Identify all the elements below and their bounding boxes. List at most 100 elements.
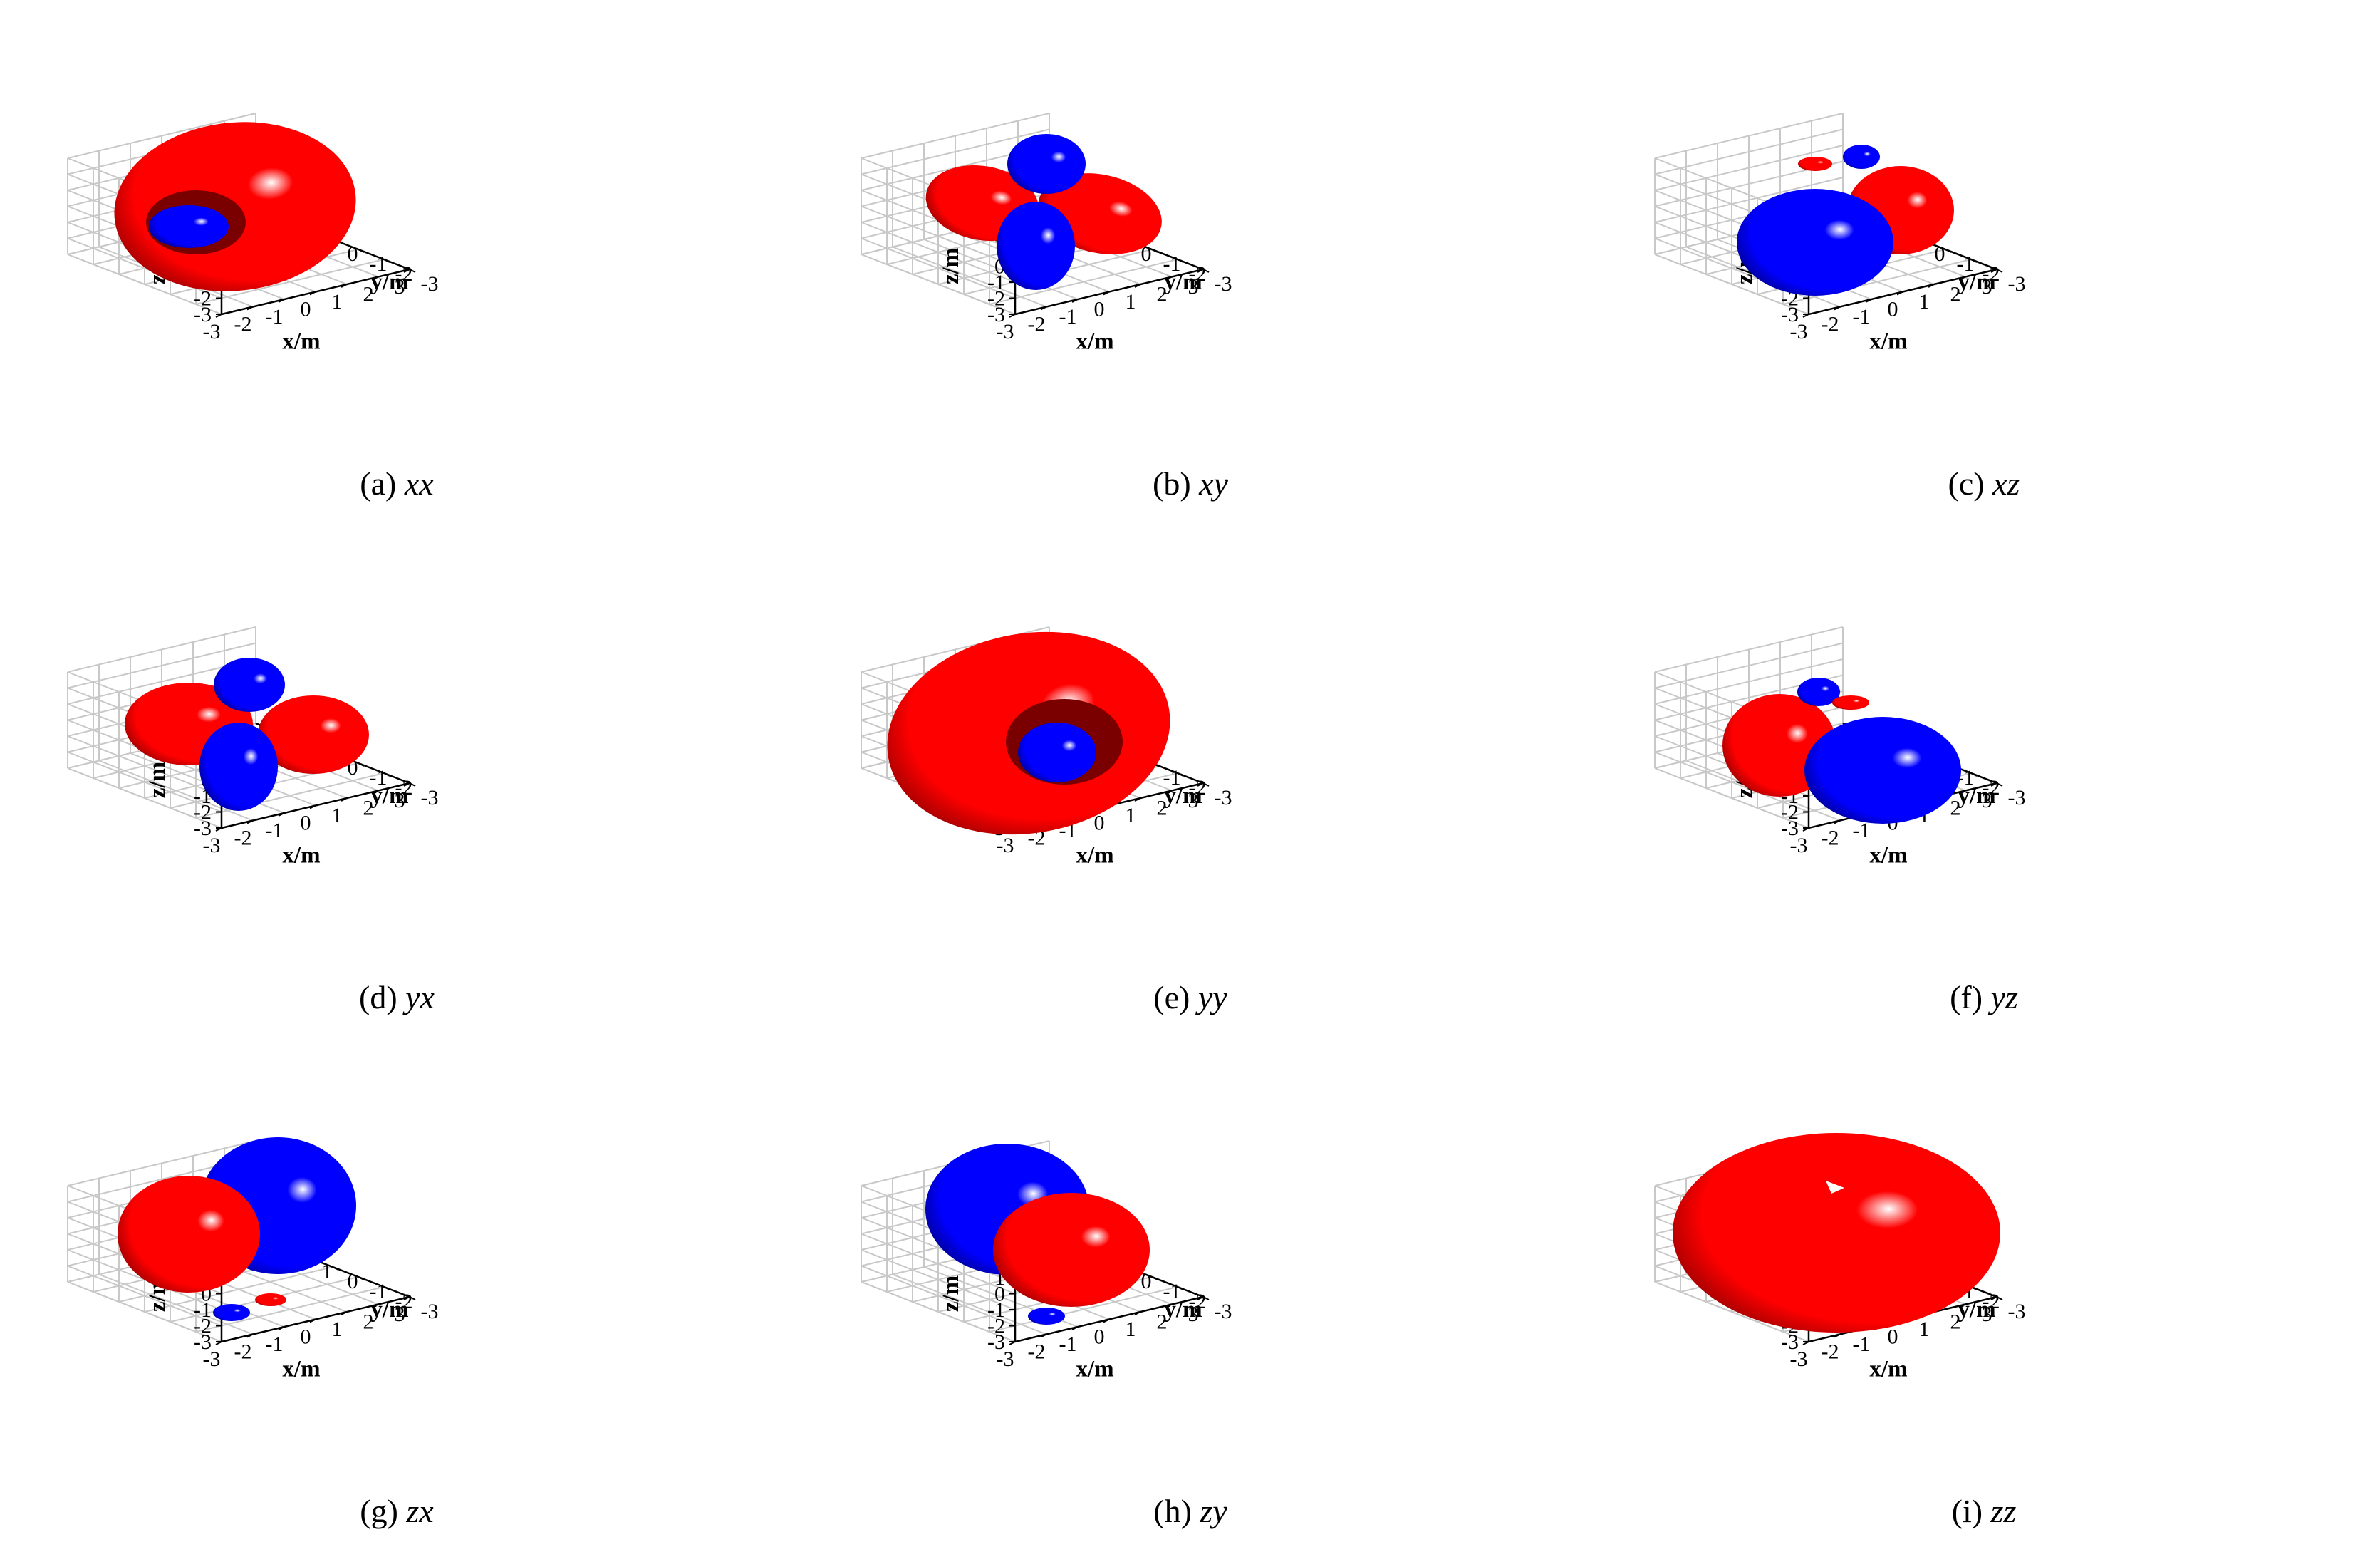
caption-component: xz — [1992, 465, 2020, 502]
caption-tag: (g) — [360, 1493, 398, 1529]
x-tick-label: 3 — [1188, 275, 1199, 299]
positive-torus — [1673, 1133, 2000, 1333]
y-tick-label: -3 — [2008, 786, 2026, 809]
x-tick-label: 0 — [301, 1325, 311, 1349]
x-tick-label: 3 — [395, 1303, 405, 1326]
y-tick-label: -3 — [421, 272, 439, 296]
x-tick-label: 2 — [363, 797, 374, 820]
y-axis-label: y/m — [1164, 269, 1202, 295]
x-tick-label: -3 — [203, 1347, 221, 1371]
z-tick-label: -3 — [987, 1330, 1005, 1354]
y-axis-label: y/m — [1958, 783, 1995, 809]
radiation-pattern-zy — [925, 1144, 1150, 1325]
radiation-pattern-yx — [125, 658, 369, 811]
x-tick-label: 0 — [1094, 298, 1105, 321]
x-tick-label: -3 — [997, 834, 1014, 857]
x-tick-label: -3 — [1790, 834, 1808, 857]
x-tick-label: 2 — [363, 1310, 374, 1334]
y-axis-label: y/m — [370, 269, 408, 295]
x-tick-label: 1 — [1126, 804, 1136, 827]
x-tick-label: 0 — [1094, 1325, 1105, 1349]
positive-lobe-small — [1798, 157, 1832, 171]
z-tick-label: -2 — [194, 801, 212, 824]
y-tick-label: 0 — [1141, 242, 1152, 266]
z-tick-label: -3 — [1781, 1330, 1799, 1354]
z-tick-label: -3 — [1781, 817, 1799, 840]
caption-component: yx — [405, 979, 435, 1015]
x-axis-label: x/m — [282, 843, 320, 869]
x-tick-label: -1 — [266, 819, 284, 842]
x-tick-label: -3 — [1790, 1347, 1808, 1371]
z-tick-label: -2 — [987, 1315, 1005, 1338]
negative-lobe-top — [1007, 134, 1086, 194]
x-tick-label: -3 — [997, 1347, 1014, 1371]
positive-lobe-small — [1832, 695, 1869, 710]
caption-tag: (i) — [1951, 1493, 1983, 1529]
y-tick-label: 0 — [348, 242, 358, 266]
subplot-yy: -3-2-10123-3-2-10123-3-2-10123x/my/mz/m(… — [794, 514, 1587, 1028]
subplot-caption: (e) yy — [794, 978, 1587, 1016]
y-tick-label: -1 — [1163, 766, 1181, 790]
x-tick-label: 0 — [1094, 812, 1105, 835]
y-tick-label: -2 — [1983, 1290, 2000, 1313]
caption-tag: (d) — [359, 979, 397, 1015]
subplot-xy: -3-2-10123-3-2-10123-3-2-10123x/my/mz/m(… — [794, 0, 1587, 514]
z-axis-label: z/m — [938, 248, 964, 284]
y-tick-label: -2 — [1189, 262, 1207, 286]
x-tick-label: 1 — [332, 804, 343, 827]
y-tick-label: 1 — [322, 1260, 333, 1283]
z-tick-label: 0 — [994, 1283, 1005, 1306]
y-axis-label: y/m — [370, 1297, 408, 1323]
y-axis-label: y/m — [1958, 269, 1995, 295]
y-tick-label: -3 — [1215, 786, 1232, 809]
y-axis-label: y/m — [1164, 783, 1202, 809]
y-tick-label: -2 — [395, 776, 413, 800]
radiation-pattern-yy — [887, 631, 1170, 835]
x-tick-label: 1 — [332, 1318, 343, 1341]
x-axis-label: x/m — [282, 1357, 320, 1382]
x-tick-label: 3 — [395, 789, 405, 812]
x-tick-label: 3 — [1188, 1303, 1199, 1326]
x-axis-label: x/m — [1869, 843, 1907, 869]
x-tick-label: 3 — [1982, 275, 1992, 299]
caption-component: zy — [1200, 1493, 1227, 1529]
caption-tag: (c) — [1948, 465, 1985, 502]
x-tick-label: 2 — [1950, 283, 1961, 306]
negative-lobe-small — [213, 1304, 250, 1321]
x-axis-label: x/m — [282, 329, 320, 355]
x-tick-label: -1 — [1853, 305, 1871, 328]
y-tick-label: -2 — [1189, 776, 1207, 800]
y-tick-label: -1 — [1957, 252, 1975, 276]
y-tick-label: 0 — [1141, 1270, 1152, 1293]
subplot-yx: -3-2-10123-3-2-10123-3-2-10123x/my/mz/m(… — [0, 514, 794, 1028]
z-tick-label: -3 — [194, 303, 212, 326]
z-axis-label: z/m — [145, 762, 170, 798]
x-tick-label: -1 — [266, 1333, 284, 1356]
y-tick-label: 0 — [348, 1270, 358, 1293]
x-tick-label: 2 — [1950, 797, 1961, 820]
y-tick-label: -2 — [1983, 262, 2000, 286]
x-tick-label: -2 — [1028, 313, 1046, 336]
negative-lobe-small — [1843, 145, 1880, 169]
caption-component: xy — [1199, 465, 1228, 502]
y-tick-label: -3 — [421, 786, 439, 809]
x-tick-label: -3 — [1790, 320, 1808, 343]
x-tick-label: -2 — [1822, 313, 1839, 336]
subplot-caption: (d) yx — [0, 978, 794, 1016]
positive-lobe-small — [255, 1293, 286, 1306]
x-tick-label: 0 — [1888, 1325, 1898, 1349]
x-tick-label: -3 — [203, 834, 221, 857]
y-tick-label: -1 — [1163, 1280, 1181, 1303]
x-tick-label: 3 — [1188, 789, 1199, 812]
y-tick-label: -1 — [370, 766, 388, 790]
x-tick-label: 1 — [1919, 290, 1930, 314]
subplot-caption: (g) zx — [0, 1492, 794, 1530]
z-axis-label: z/m — [938, 1275, 964, 1312]
caption-tag: (h) — [1153, 1493, 1192, 1529]
subplot-xx: -3-2-10123-3-2-10123-3-2-10123x/my/mz/m(… — [0, 0, 794, 514]
z-tick-label: -1 — [987, 271, 1005, 294]
x-tick-label: 2 — [1157, 283, 1168, 306]
